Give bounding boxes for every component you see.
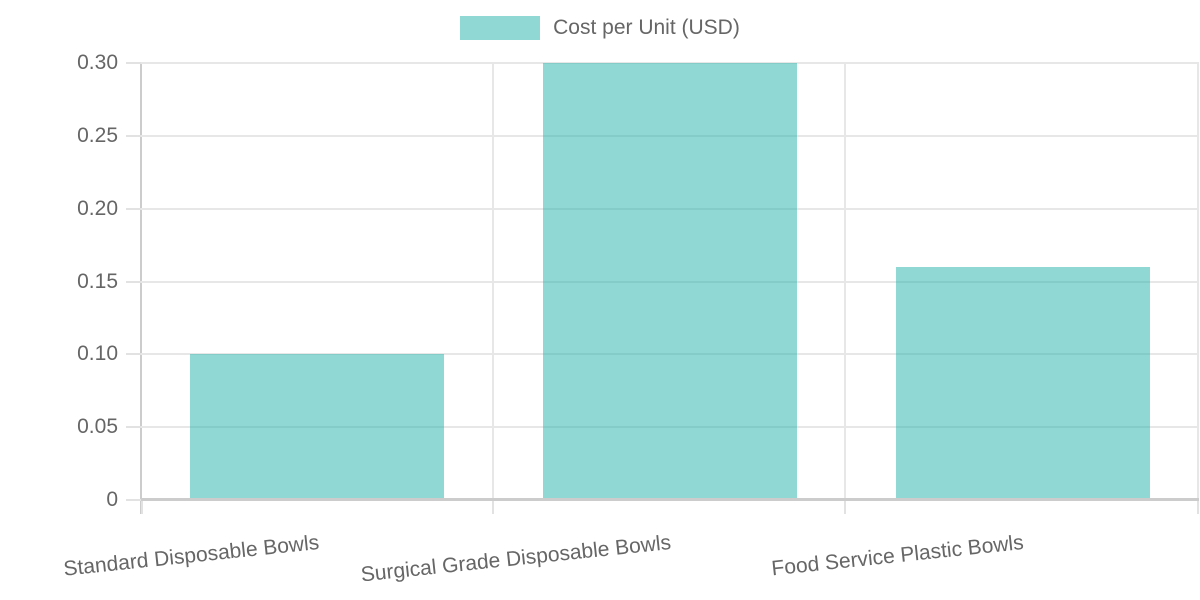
x-gridline [844, 63, 846, 500]
x-axis-label: Food Service Plastic Bowls [770, 531, 1026, 581]
x-tick-mark [141, 501, 143, 514]
plot-area [141, 62, 1199, 500]
legend-swatch [460, 16, 541, 40]
y-tick-mark [126, 499, 141, 501]
x-tick-mark [1197, 501, 1199, 514]
y-tick-mark [126, 426, 141, 429]
y-tick-mark [126, 62, 141, 64]
x-axis-label: Surgical Grade Disposable Bowls [360, 531, 673, 587]
y-tick-label: 0.25 [77, 123, 118, 147]
x-gridline [1197, 63, 1199, 500]
x-axis-label: Standard Disposable Bowls [61, 531, 320, 581]
bar[interactable] [190, 354, 445, 500]
bar[interactable] [895, 266, 1150, 500]
y-tick-label: 0.10 [77, 342, 118, 366]
y-tick-mark [126, 280, 141, 283]
x-gridline [492, 63, 494, 500]
bar[interactable] [543, 63, 797, 500]
y-axis-line [140, 63, 142, 514]
y-tick-label: 0.05 [77, 415, 118, 439]
y-tick-mark [126, 353, 141, 356]
y-tick-label: 0.15 [77, 269, 118, 293]
legend-label: Cost per Unit (USD) [553, 16, 740, 39]
x-tick-mark [844, 501, 846, 514]
y-tick-label: 0 [106, 488, 118, 511]
x-tick-mark [492, 501, 494, 514]
x-axis-line [141, 498, 1199, 501]
legend[interactable]: Cost per Unit (USD) [0, 16, 1200, 40]
y-tick-mark [126, 134, 141, 137]
y-tick-label: 0.30 [77, 51, 118, 74]
y-tick-mark [126, 207, 141, 210]
y-tick-label: 0.20 [77, 196, 118, 220]
